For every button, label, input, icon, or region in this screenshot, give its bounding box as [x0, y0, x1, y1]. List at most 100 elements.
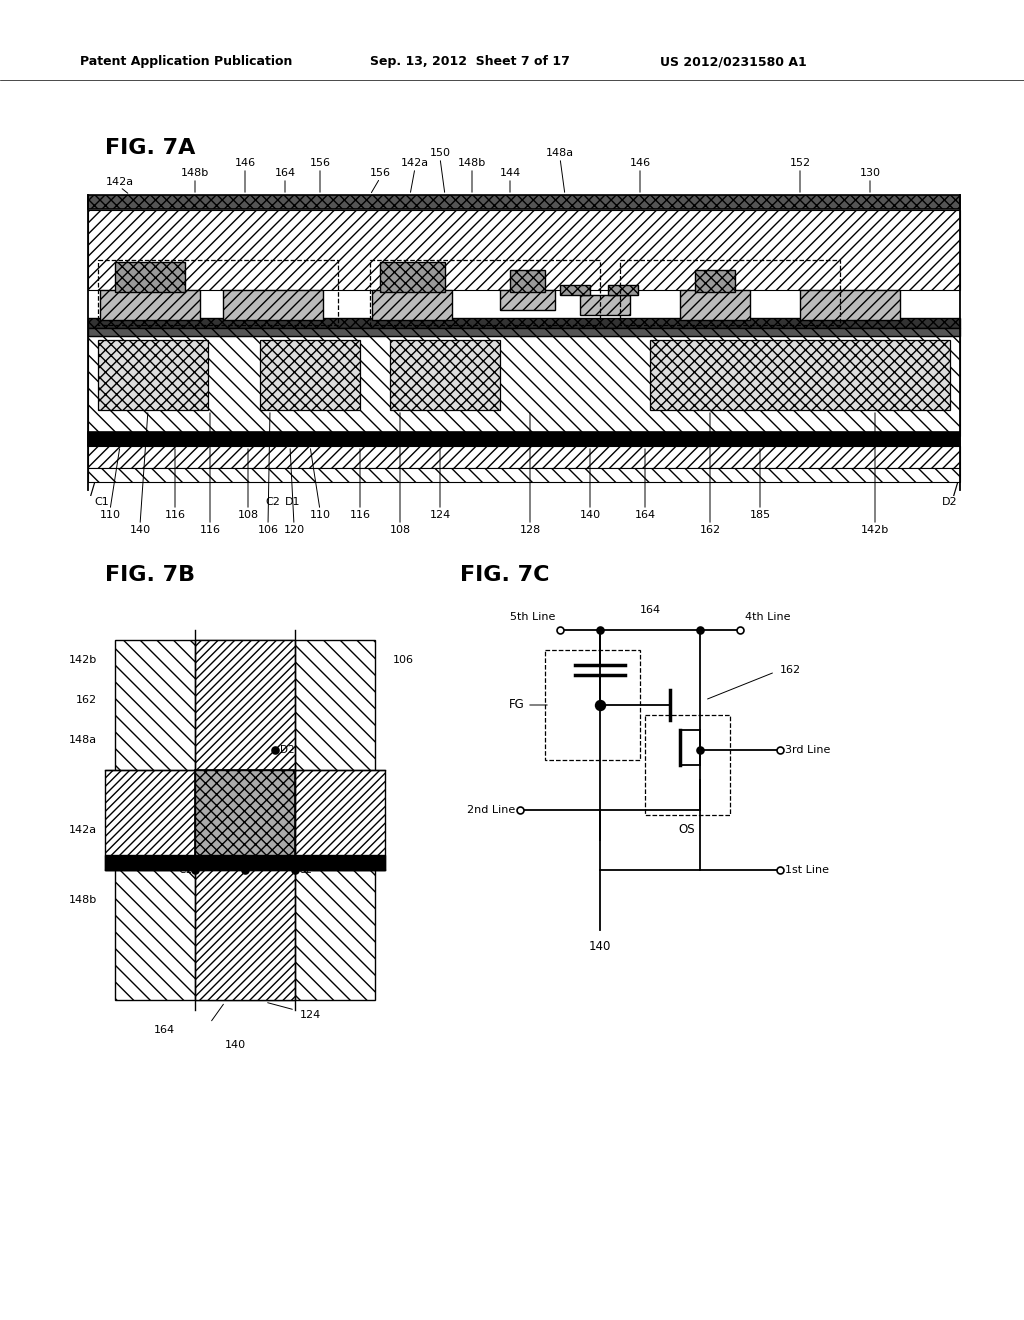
Bar [98, 260, 338, 325]
Text: 130: 130 [859, 168, 881, 178]
Text: C1: C1 [94, 498, 109, 507]
Bar [680, 290, 750, 319]
Text: FIG. 7B: FIG. 7B [105, 565, 196, 585]
Bar [88, 318, 961, 327]
Bar [380, 261, 445, 292]
Bar [88, 210, 961, 290]
Bar [560, 285, 590, 294]
Text: 3rd Line: 3rd Line [785, 744, 830, 755]
Bar [88, 195, 961, 209]
Bar [88, 337, 961, 436]
Bar [88, 327, 961, 337]
Bar [105, 770, 385, 870]
Text: 150: 150 [429, 148, 451, 158]
Text: 116: 116 [165, 510, 185, 520]
Text: 124: 124 [429, 510, 451, 520]
Bar [510, 271, 545, 292]
Bar [650, 341, 950, 411]
Text: 142a: 142a [401, 158, 429, 168]
Text: 156: 156 [309, 158, 331, 168]
Text: 110: 110 [99, 510, 121, 520]
Text: 185: 185 [750, 510, 771, 520]
Text: 106: 106 [257, 525, 279, 535]
Text: 164: 164 [274, 168, 296, 178]
Text: D1: D1 [248, 861, 262, 870]
Text: 156: 156 [370, 168, 390, 178]
Text: 146: 146 [234, 158, 256, 168]
Text: 164: 164 [154, 1026, 175, 1035]
Bar [620, 260, 840, 325]
Text: Sep. 13, 2012  Sheet 7 of 17: Sep. 13, 2012 Sheet 7 of 17 [370, 55, 570, 69]
Text: 110: 110 [309, 510, 331, 520]
Text: 5th Line: 5th Line [510, 612, 555, 622]
Bar [580, 294, 630, 315]
Bar [608, 285, 638, 294]
Text: FIG. 7C: FIG. 7C [460, 565, 550, 585]
Text: FIG. 7A: FIG. 7A [105, 139, 196, 158]
Text: 162: 162 [76, 696, 97, 705]
Text: 116: 116 [349, 510, 371, 520]
Text: 152: 152 [790, 158, 811, 168]
Text: 116: 116 [200, 525, 220, 535]
Bar [195, 770, 295, 870]
Text: 4th Line: 4th Line [745, 612, 791, 622]
Text: 142b: 142b [861, 525, 889, 535]
Bar [115, 640, 375, 1001]
Text: 162: 162 [699, 525, 721, 535]
Bar [98, 341, 208, 411]
Text: 164: 164 [639, 605, 660, 615]
Text: FG: FG [509, 698, 525, 711]
Text: 124: 124 [300, 1010, 322, 1020]
Bar [88, 432, 961, 446]
Bar [100, 290, 200, 319]
Text: C1: C1 [178, 865, 193, 875]
Text: 164: 164 [635, 510, 655, 520]
Bar [800, 290, 900, 319]
Text: US 2012/0231580 A1: US 2012/0231580 A1 [660, 55, 807, 69]
Text: /: / [90, 483, 95, 498]
Text: 148b: 148b [458, 158, 486, 168]
Text: 106: 106 [393, 655, 414, 665]
Text: 148b: 148b [181, 168, 209, 178]
Text: 140: 140 [224, 1040, 246, 1049]
Text: 140: 140 [129, 525, 151, 535]
Text: 108: 108 [389, 525, 411, 535]
Text: 120: 120 [284, 525, 304, 535]
Text: C2: C2 [265, 498, 280, 507]
Bar [223, 290, 323, 319]
Text: OS: OS [679, 822, 695, 836]
Text: Patent Application Publication: Patent Application Publication [80, 55, 293, 69]
Text: 148b: 148b [69, 895, 97, 906]
Text: 148a: 148a [69, 735, 97, 744]
Bar [115, 261, 185, 292]
Text: D2: D2 [942, 498, 957, 507]
Bar [195, 640, 295, 1001]
Bar [260, 341, 360, 411]
Text: 140: 140 [580, 510, 600, 520]
Bar [390, 341, 500, 411]
Text: 148a: 148a [546, 148, 574, 158]
Text: 162: 162 [780, 665, 801, 675]
Bar [88, 446, 961, 469]
Text: D1: D1 [285, 498, 300, 507]
Text: 2nd Line: 2nd Line [467, 805, 515, 814]
Text: 142a: 142a [69, 825, 97, 836]
Bar [695, 271, 735, 292]
Text: 144: 144 [500, 168, 520, 178]
Text: 128: 128 [519, 525, 541, 535]
Bar [645, 715, 730, 814]
Text: 1st Line: 1st Line [785, 865, 829, 875]
Text: 142a: 142a [105, 177, 134, 187]
Bar [372, 290, 452, 319]
Bar [370, 260, 600, 325]
Text: 140: 140 [589, 940, 611, 953]
Bar [545, 649, 640, 760]
Text: C2: C2 [298, 865, 312, 875]
Bar [105, 855, 385, 870]
Bar [88, 469, 961, 482]
Text: /: / [953, 483, 958, 498]
Text: D2: D2 [280, 744, 295, 755]
Text: 108: 108 [238, 510, 259, 520]
Text: 146: 146 [630, 158, 650, 168]
Text: 142b: 142b [69, 655, 97, 665]
